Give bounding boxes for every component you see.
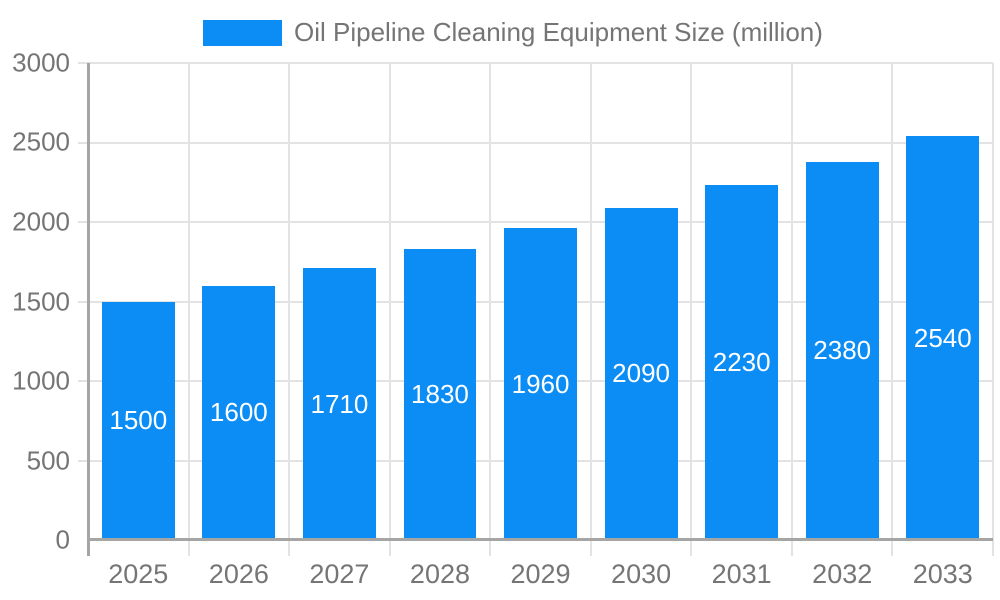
v-gridline (489, 63, 492, 556)
x-axis-tick-label: 2031 (711, 559, 772, 589)
bar-value-label: 2230 (712, 347, 771, 378)
y-axis-tick-label: 3000 (12, 47, 70, 78)
bar-value-label: 2090 (612, 358, 671, 389)
legend-item[interactable]: Oil Pipeline Cleaning Equipment Size (mi… (203, 17, 823, 48)
v-gridline (187, 63, 190, 556)
bar-series: 1500 1600 1710 1830 1960 2090 2230 2380 2540 (88, 63, 993, 540)
v-gridline (690, 63, 693, 556)
x-axis-tick-label: 2033 (912, 559, 973, 589)
bar[interactable]: 2540 (906, 136, 980, 540)
y-axis-tick-label: 1500 (12, 286, 70, 316)
legend-swatch (203, 19, 282, 46)
legend-label: Oil Pipeline Cleaning Equipment Size (mi… (294, 17, 823, 47)
v-gridline (288, 63, 291, 556)
v-gridline (589, 63, 592, 556)
bar-slot: 2380 (792, 63, 893, 540)
x-axis-line (88, 538, 993, 541)
bar[interactable]: 1710 (302, 268, 376, 540)
v-gridline (388, 63, 391, 556)
bar-slot: 1960 (490, 63, 591, 540)
y-axis-tick-label: 2500 (12, 126, 70, 157)
bar[interactable]: 2090 (604, 207, 678, 540)
x-axis-tick-label: 2030 (611, 559, 672, 589)
bar[interactable]: 2380 (805, 161, 879, 540)
bar-slot: 2230 (691, 63, 792, 540)
bar-slot: 1710 (289, 63, 390, 540)
y-axis-line (87, 63, 90, 556)
y-axis-tick-label: 0 (55, 524, 70, 555)
bar-value-label: 1960 (511, 368, 570, 399)
x-axis-tick-label: 2032 (812, 559, 873, 589)
plot-area: 1500 1600 1710 1830 1960 2090 2230 2380 2540 (78, 62, 994, 556)
x-axis-tick-label: 2026 (208, 559, 269, 589)
bar[interactable]: 1600 (202, 285, 276, 540)
v-gridline (992, 63, 994, 556)
bar-value-label: 2380 (813, 335, 872, 366)
bar[interactable]: 1830 (403, 249, 477, 540)
y-axis-tick-labels: 0 500 1000 1500 2000 2500 3000 (0, 48, 70, 555)
bar-value-label: 1600 (209, 397, 268, 428)
bar-slot: 1830 (390, 63, 491, 540)
h-gridline (78, 62, 993, 64)
bar-slot: 2540 (893, 63, 994, 540)
bar[interactable]: 2230 (705, 185, 779, 540)
bar[interactable]: 1960 (504, 228, 577, 540)
y-axis-tick-label: 1000 (12, 365, 70, 396)
bar-slot: 2090 (591, 63, 692, 540)
h-gridline (78, 221, 993, 224)
x-axis-tick-label: 2027 (309, 559, 370, 589)
y-axis-tick-label: 2000 (12, 206, 70, 237)
bar-slot: 1500 (88, 63, 189, 540)
v-gridline (891, 63, 894, 556)
bar-value-label: 1830 (411, 379, 469, 410)
y-axis-tick-label: 500 (26, 445, 70, 475)
bar-value-label: 2540 (913, 322, 972, 353)
bar[interactable]: 1500 (101, 301, 175, 540)
x-axis-tick-label: 2025 (108, 559, 169, 589)
bar-slot: 1600 (189, 63, 290, 540)
x-axis-tick-label: 2028 (409, 559, 470, 589)
x-axis-tick-labels: 2025 2026 2027 2028 2029 2030 2031 2032 2033 (88, 559, 993, 590)
v-gridline (790, 63, 793, 556)
bar-value-label: 1710 (310, 388, 369, 419)
bar-value-label: 1500 (109, 405, 168, 436)
h-gridline (78, 141, 993, 144)
x-axis-tick-label: 2029 (510, 559, 571, 589)
